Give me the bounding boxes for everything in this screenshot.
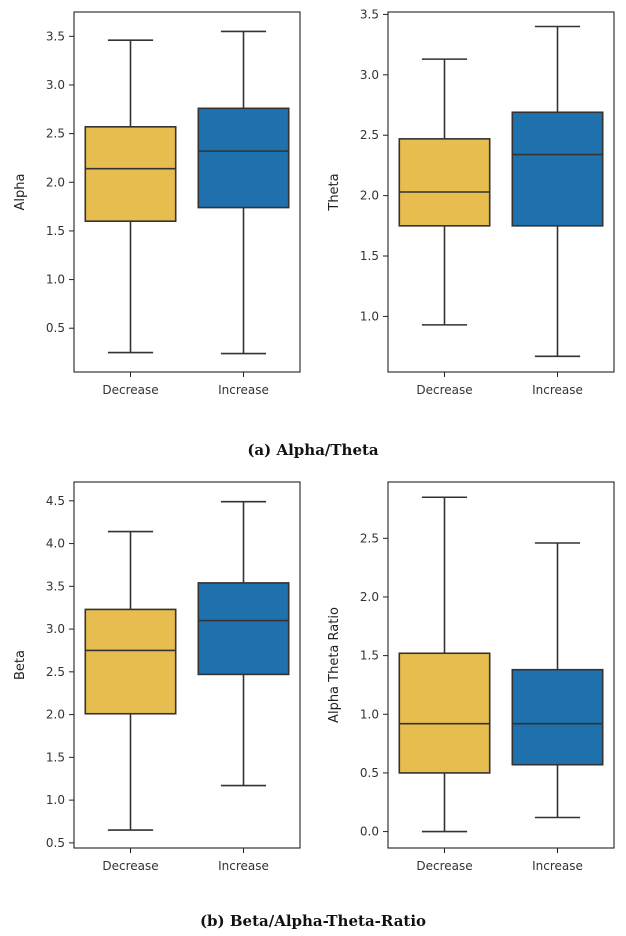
chart-a-left: 0.5 1.0 1.5 2.0 2.5 3.0 3.5 Alpha Decrease Increa… bbox=[13, 11, 301, 397]
box-decrease bbox=[84, 608, 177, 715]
y-tick-label: 4.0 bbox=[46, 537, 65, 551]
chart-a-right: 1.0 1.5 2.0 2.5 3.0 3.5 Theta Decrease Increase bbox=[327, 7, 615, 397]
caption-b: (b) Beta/Alpha-Theta-Ratio bbox=[199, 912, 427, 930]
x-tick-label-decrease: Decrease bbox=[102, 383, 158, 397]
x-tick-label-decrease: Decrease bbox=[416, 859, 472, 873]
y-tick-label: 1.0 bbox=[46, 273, 65, 287]
y-tick-label: 3.0 bbox=[360, 68, 379, 82]
x-tick-label-decrease: Decrease bbox=[416, 383, 472, 397]
chart-b-left: 0.5 1.0 1.5 2.0 2.5 3.0 3.5 4.0 4.5 Beta Decrease I… bbox=[13, 481, 301, 873]
plot-frame bbox=[387, 481, 615, 849]
box-increase bbox=[197, 107, 290, 209]
y-tick-label: 2.0 bbox=[46, 175, 65, 189]
x-tick-label-increase: Increase bbox=[532, 859, 583, 873]
box-increase bbox=[197, 582, 290, 676]
y-tick-label: 0.5 bbox=[46, 321, 65, 335]
y-tick-label: 0.5 bbox=[360, 766, 379, 780]
y-tick-label: 1.0 bbox=[360, 309, 379, 323]
y-tick-label: 1.5 bbox=[360, 249, 379, 263]
chart-b-right: 0.0 0.5 1.0 1.5 2.0 2.5 Alpha Theta Ratio Decre… bbox=[327, 481, 615, 873]
y-tick-label: 2.5 bbox=[360, 128, 379, 142]
y-tick-label: 3.5 bbox=[360, 7, 379, 21]
y-axis-label: Alpha Theta Ratio bbox=[327, 607, 342, 723]
box-increase bbox=[511, 668, 604, 766]
y-tick-label: 1.5 bbox=[46, 750, 65, 764]
x-tick-label-decrease: Decrease bbox=[102, 859, 158, 873]
y-tick-label: 2.0 bbox=[360, 590, 379, 604]
box-decrease bbox=[398, 652, 491, 774]
y-tick-label: 2.0 bbox=[46, 708, 65, 722]
x-tick-label-increase: Increase bbox=[532, 383, 583, 397]
y-tick-label: 1.0 bbox=[46, 793, 65, 807]
y-tick-label: 1.5 bbox=[360, 649, 379, 663]
y-tick-label: 2.5 bbox=[46, 665, 65, 679]
y-tick-label: 3.0 bbox=[46, 622, 65, 636]
y-tick-label: 0.5 bbox=[46, 836, 65, 850]
y-tick-label: 3.0 bbox=[46, 78, 65, 92]
y-tick-label: 3.5 bbox=[46, 579, 65, 593]
y-axis-label: Theta bbox=[327, 173, 342, 211]
y-tick-label: 0.0 bbox=[360, 825, 379, 839]
y-tick-label: 3.5 bbox=[46, 29, 65, 43]
y-axis-label: Beta bbox=[13, 650, 28, 680]
plot-frame bbox=[73, 11, 301, 373]
box-decrease bbox=[84, 126, 177, 222]
y-tick-label: 2.5 bbox=[46, 127, 65, 141]
plot-frame bbox=[387, 11, 615, 373]
y-tick-label: 2.0 bbox=[360, 189, 379, 203]
y-tick-label: 1.5 bbox=[46, 224, 65, 238]
plot-frame bbox=[73, 481, 301, 849]
y-tick-label: 2.5 bbox=[360, 531, 379, 545]
x-tick-label-increase: Increase bbox=[218, 383, 269, 397]
y-axis-label: Alpha bbox=[13, 174, 28, 211]
box-decrease bbox=[398, 138, 491, 227]
caption-a: (a) Alpha/Theta bbox=[247, 441, 379, 459]
y-tick-label: 1.0 bbox=[360, 707, 379, 721]
x-tick-label-increase: Increase bbox=[218, 859, 269, 873]
box-increase bbox=[511, 111, 604, 227]
y-tick-label: 4.5 bbox=[46, 494, 65, 508]
